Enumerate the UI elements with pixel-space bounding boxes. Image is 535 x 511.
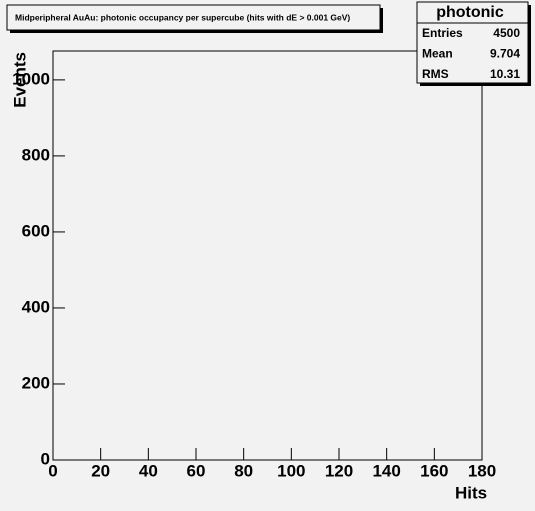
plot-frame [52, 50, 483, 461]
x-tick-label: 120 [325, 461, 353, 480]
stats-label: RMS [422, 67, 449, 81]
title-box [6, 4, 381, 31]
stats-label: Mean [422, 47, 453, 61]
stats-label: Entries [422, 26, 463, 40]
x-tick-label: 140 [372, 461, 400, 480]
x-tick-label: 180 [468, 461, 496, 480]
y-tick-label: 600 [22, 221, 50, 240]
x-tick-label: 100 [277, 461, 305, 480]
stats-value: 4500 [493, 26, 520, 40]
x-tick-label: 80 [234, 461, 253, 480]
y-tick-label: 0 [41, 449, 50, 468]
stats-value: 10.31 [490, 67, 520, 81]
x-tick-label: 60 [187, 461, 206, 480]
x-axis-label: Hits [455, 483, 487, 502]
chart-title: Midperipheral AuAu: photonic occupancy p… [15, 12, 350, 22]
x-tick-label: 160 [420, 461, 448, 480]
y-tick-label: 1000 [12, 69, 50, 88]
stats-frame [416, 1, 529, 84]
stats-title: photonic [436, 4, 504, 21]
y-tick-label: 200 [22, 373, 50, 392]
y-tick-label: 800 [22, 145, 50, 164]
x-tick-label: 40 [139, 461, 158, 480]
x-tick-label: 0 [48, 461, 57, 480]
stats-value: 9.704 [490, 47, 520, 61]
y-axis-label: Events [10, 52, 29, 108]
stats-box: photonic Entries 4500 Mean 9.704 RMS 10.31 [416, 1, 531, 86]
x-tick-label: 20 [91, 461, 110, 480]
y-tick-label: 400 [22, 297, 50, 316]
